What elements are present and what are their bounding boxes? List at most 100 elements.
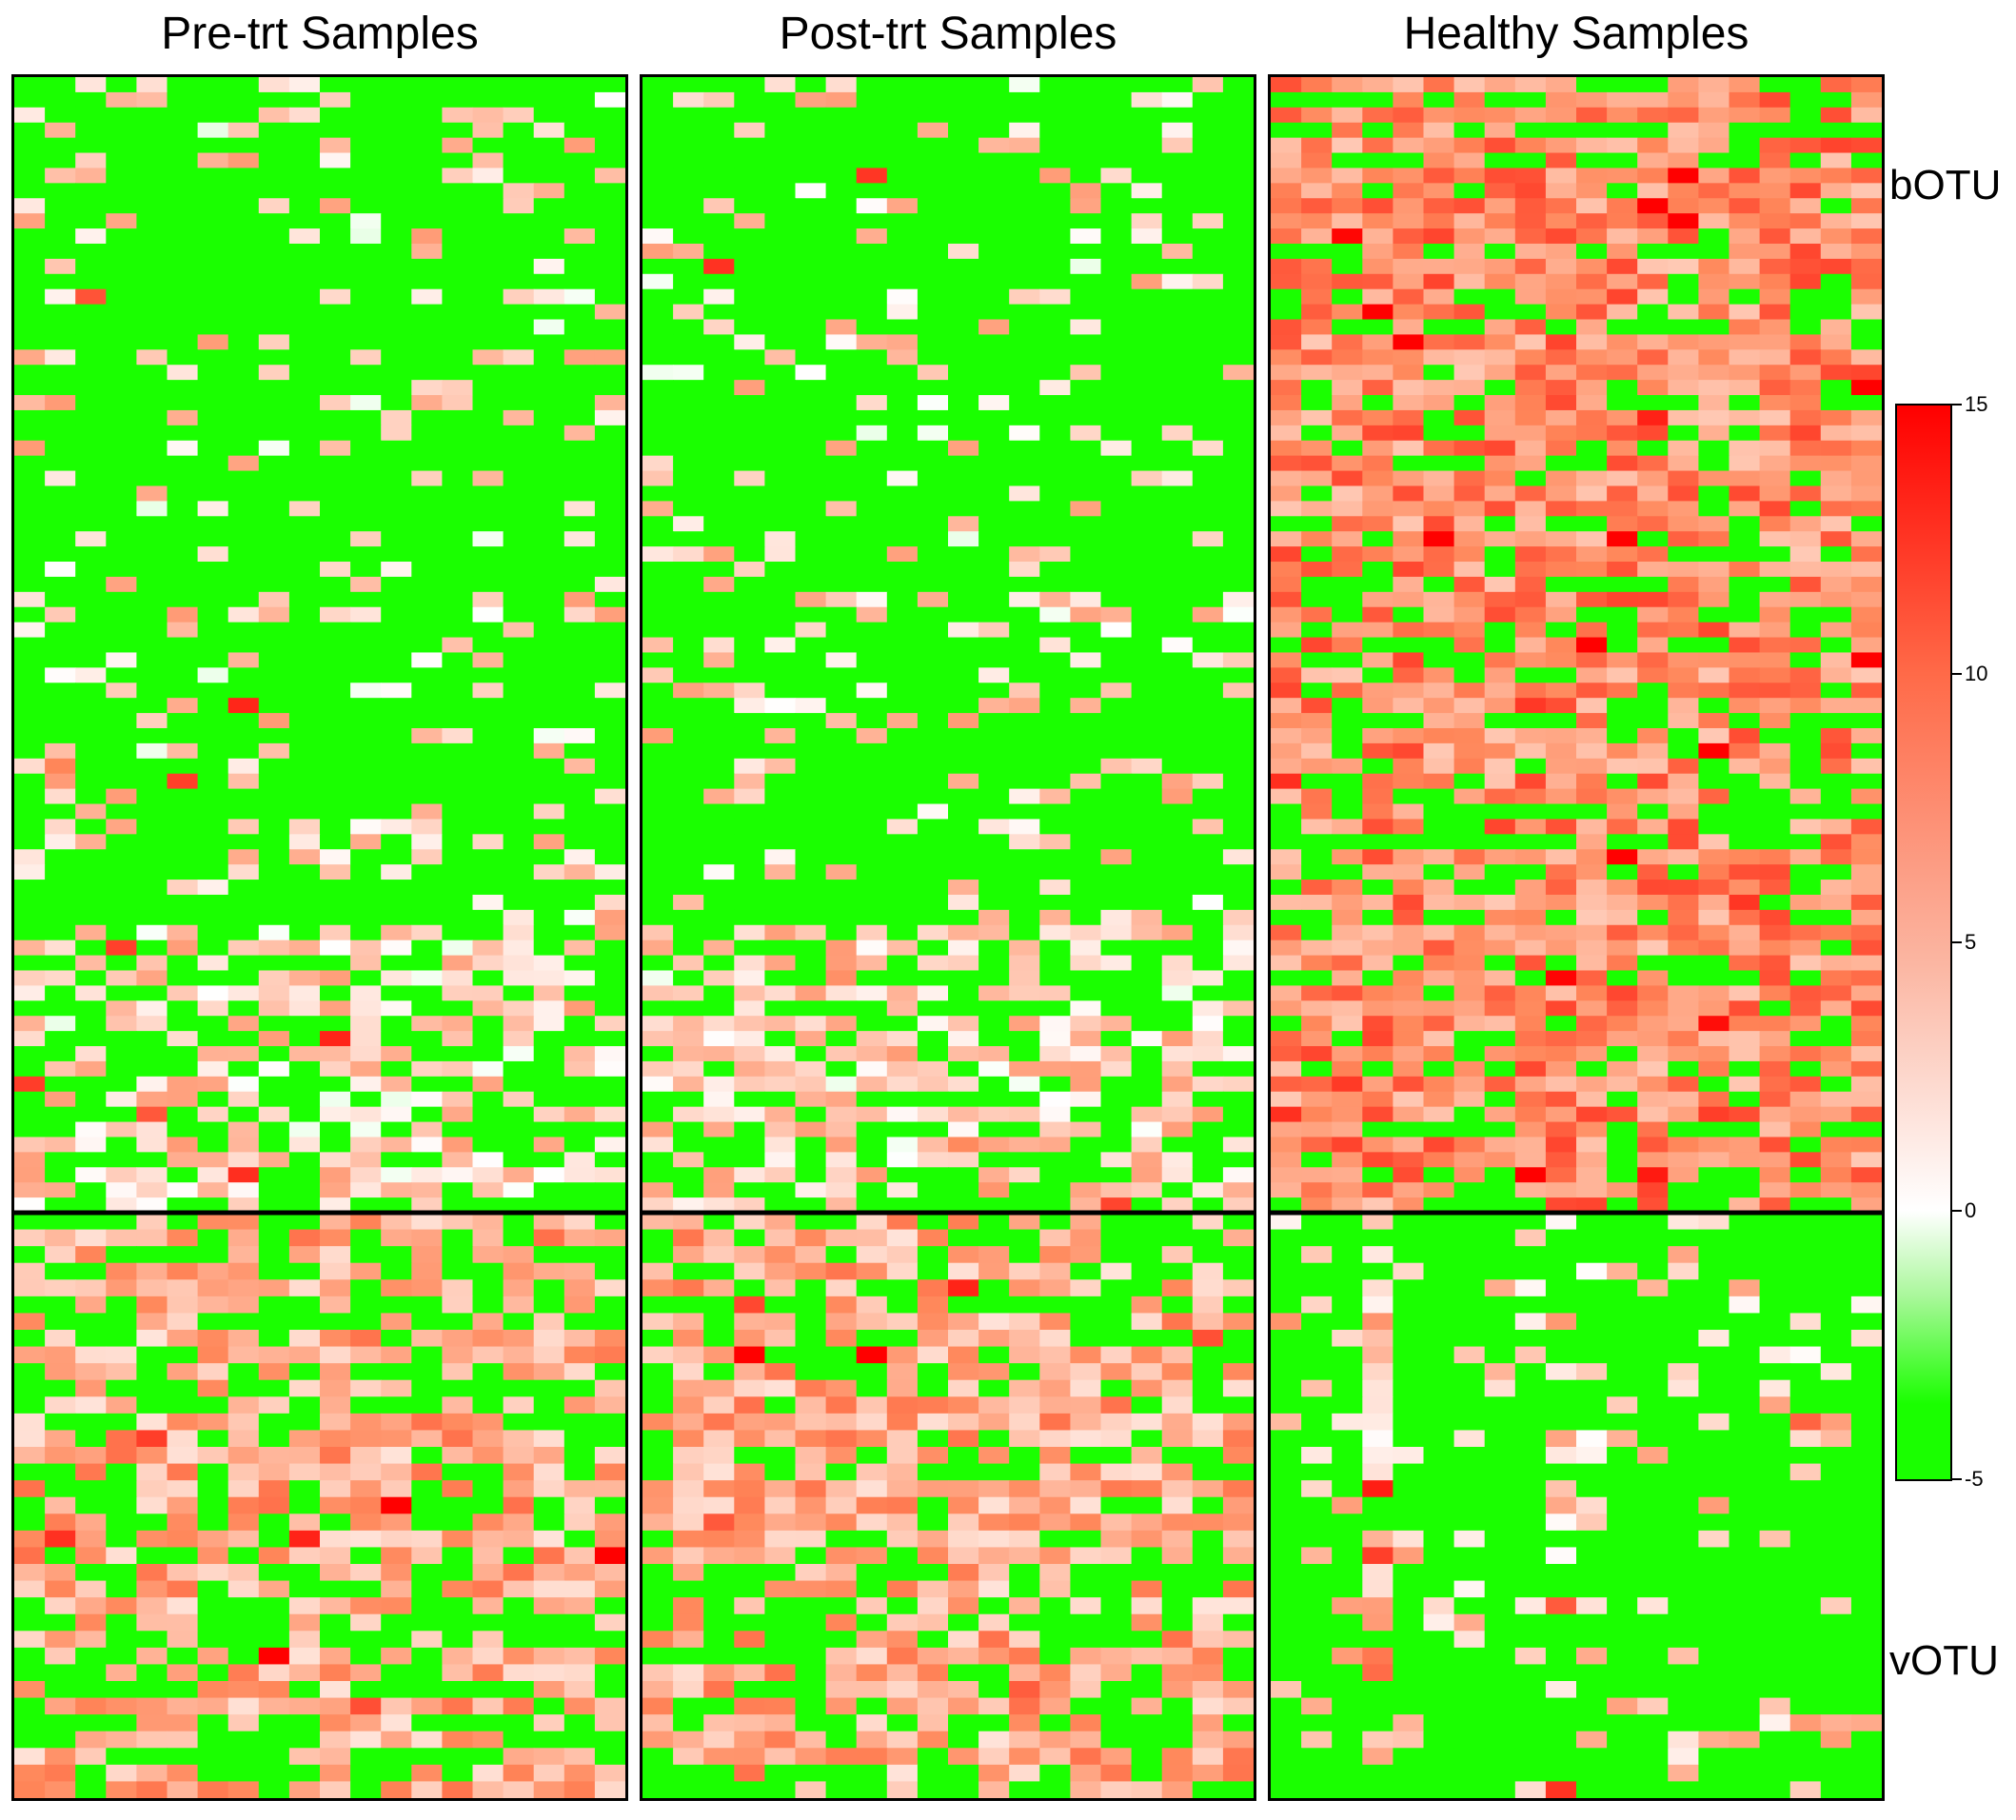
heatmap-cell (1576, 334, 1608, 350)
heatmap-cell (1789, 91, 1822, 109)
heatmap-cell (825, 425, 858, 442)
heatmap-cell (1362, 304, 1393, 321)
heatmap-cell (764, 880, 797, 896)
heatmap-cell (856, 1714, 888, 1732)
heatmap-cell (1453, 288, 1486, 306)
heatmap-cell (106, 409, 137, 426)
heatmap-cell (167, 319, 199, 336)
heatmap-cell (227, 1330, 260, 1348)
heatmap-cell (594, 319, 625, 336)
heatmap-cell (503, 1413, 535, 1432)
heatmap-cell (1039, 970, 1071, 986)
heatmap-cell (533, 455, 565, 472)
heatmap-cell (795, 1631, 827, 1649)
heatmap-cell (1192, 1016, 1224, 1032)
heatmap-cell (288, 1413, 321, 1432)
heatmap-cell (503, 849, 535, 865)
heatmap-cell (45, 213, 76, 229)
heatmap-cell (948, 198, 979, 214)
heatmap-cell (1668, 304, 1699, 321)
heatmap-cell (594, 531, 625, 547)
heatmap-cell (442, 880, 474, 896)
heatmap-cell (1222, 485, 1254, 502)
heatmap-cell (533, 288, 565, 306)
heatmap-cell (795, 1748, 827, 1766)
heatmap-cell (197, 1396, 229, 1414)
heatmap-cell (1453, 198, 1486, 214)
heatmap-cell (1759, 213, 1791, 229)
heatmap-cell (594, 1182, 625, 1198)
heatmap-cell (442, 1748, 474, 1766)
heatmap-cell (1192, 773, 1224, 790)
heatmap-cell (825, 985, 858, 1001)
heatmap-cell (917, 1279, 949, 1297)
heatmap-cell (1222, 516, 1254, 532)
heatmap-cell (1039, 637, 1071, 654)
heatmap-cell (673, 1246, 704, 1264)
heatmap-cell (14, 1262, 46, 1280)
heatmap-cell (106, 1182, 137, 1198)
heatmap-cell (1332, 470, 1363, 487)
heatmap-cell (75, 849, 107, 865)
heatmap-cell (1100, 1330, 1133, 1348)
heatmap-cell (1131, 1697, 1163, 1715)
heatmap-cell (1070, 970, 1102, 986)
heatmap-cell (258, 1379, 290, 1397)
heatmap-cell (258, 107, 290, 124)
heatmap-cell (106, 970, 137, 986)
heatmap-cell (978, 183, 1010, 199)
heatmap-cell (1100, 516, 1133, 532)
heatmap-cell (886, 894, 919, 911)
heatmap-cell (734, 1496, 765, 1514)
heatmap-cell (1131, 1547, 1163, 1565)
heatmap-cell (1131, 1530, 1163, 1549)
heatmap-cell (136, 667, 168, 683)
heatmap-cell (917, 258, 949, 275)
heatmap-cell (1161, 1346, 1194, 1364)
heatmap-cell (45, 1106, 76, 1123)
heatmap-cell (1161, 562, 1194, 578)
heatmap-cell (14, 1764, 46, 1783)
heatmap-cell (1192, 1330, 1224, 1348)
heatmap-cell (1070, 637, 1102, 654)
heatmap-cell (917, 622, 949, 639)
heatmap-cell (350, 1379, 382, 1397)
heatmap-cell (1039, 1076, 1071, 1093)
heatmap-cell (825, 698, 858, 714)
heatmap-cell (1039, 1631, 1071, 1649)
heatmap-cell (734, 258, 765, 275)
heatmap-cell (734, 1279, 765, 1297)
heatmap-cell (673, 758, 704, 775)
heatmap-cell (14, 107, 46, 124)
heatmap-cell (642, 137, 674, 154)
heatmap-cell (288, 591, 321, 608)
heatmap-cell (14, 470, 46, 487)
heatmap-cell (1161, 713, 1194, 729)
heatmap-cell (381, 864, 412, 880)
heatmap-cell (381, 758, 412, 775)
heatmap-cell (703, 1413, 735, 1432)
heatmap-cell (856, 1106, 888, 1123)
heatmap-cell (734, 273, 765, 290)
heatmap-cell (1820, 485, 1852, 502)
heatmap-cell (1332, 137, 1363, 154)
heatmap-cell (856, 107, 888, 124)
heatmap-cell (75, 1714, 107, 1732)
heatmap-cell (533, 864, 565, 880)
heatmap-cell (442, 727, 474, 744)
heatmap-cell (563, 1229, 596, 1247)
heatmap-cell (856, 562, 888, 578)
heatmap-cell (1820, 319, 1852, 336)
heatmap-cell (320, 1564, 351, 1582)
heatmap-cell (411, 107, 443, 124)
heatmap-cell (703, 1246, 735, 1264)
heatmap-cell (1039, 1396, 1071, 1414)
heatmap-cell (1070, 788, 1102, 805)
heatmap-cell (795, 304, 827, 321)
heatmap-cell (1301, 77, 1333, 93)
heatmap-cell (1039, 137, 1071, 154)
heatmap-cell (106, 1046, 137, 1062)
heatmap-cell (533, 970, 565, 986)
heatmap-cell (917, 168, 949, 184)
heatmap-cell (14, 1137, 46, 1153)
